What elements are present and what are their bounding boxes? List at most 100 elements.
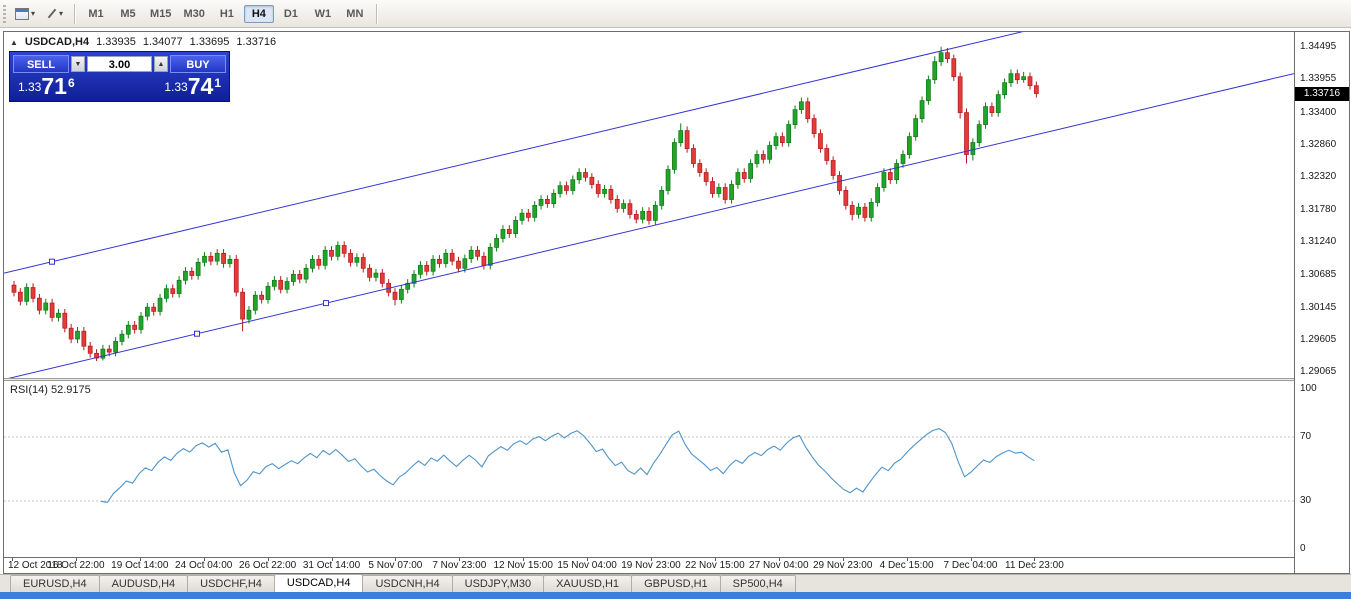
sell-price-big: 71 (41, 73, 67, 99)
time-scale-label: 12 Nov 15:00 (493, 560, 553, 571)
chart-tab-usdchf-h4[interactable]: USDCHF,H4 (187, 575, 275, 592)
chart-tab-eurusd-h4[interactable]: EURUSD,H4 (10, 575, 100, 592)
time-scale-label: 4 Dec 15:00 (879, 560, 934, 571)
ohlc-high: 1.34077 (142, 36, 183, 48)
timeframe-m30[interactable]: M30 (183, 7, 205, 20)
rsi-line (100, 428, 1035, 504)
chart-tab-usdcad-h4[interactable]: USDCAD,H4 (273, 574, 364, 592)
chart-tab-usdcnh-h4[interactable]: USDCNH,H4 (362, 575, 453, 592)
price-pane[interactable]: ▲ USDCAD,H4 1.33935 1.34077 1.33695 1.33… (4, 32, 1294, 378)
time-scale-label: 22 Nov 15:00 (685, 560, 745, 571)
chart-window-icon (15, 7, 29, 20)
time-axis-tick (970, 558, 972, 561)
toolbar-grip[interactable] (3, 4, 6, 23)
time-scale-label: 24 Oct 04:00 (175, 560, 233, 571)
time-axis-tick (714, 558, 716, 561)
time-axis[interactable]: 12 Oct 2018 16 Oct 22:00 19 Oct 14:00 24 Oc… (4, 557, 1294, 573)
timeframe-m15[interactable]: M15 (150, 7, 172, 20)
time-axis-tick (842, 558, 844, 561)
time-axis-tick (267, 558, 269, 561)
price-scale-label: 1.31240 (1300, 235, 1337, 247)
chart-tab-xauusd-h1[interactable]: XAUUSD,H1 (543, 575, 633, 592)
price-scale-label: 1.31780 (1300, 203, 1337, 215)
dropdown-caret-icon: ▾ (59, 8, 64, 18)
price-scale-label: 1.32320 (1300, 171, 1337, 183)
dropdown-caret-icon: ▾ (31, 8, 36, 18)
timeframe-d1[interactable]: D1 (283, 7, 298, 20)
trendline-handle[interactable] (323, 300, 329, 307)
sell-button[interactable]: SELL (13, 55, 69, 73)
buy-price[interactable]: 1.33 74 1 (164, 75, 221, 98)
price-scale-label: 1.34495 (1300, 41, 1337, 53)
sell-price-pip: 6 (67, 76, 75, 90)
time-scale-label: 27 Nov 04:00 (749, 560, 809, 571)
rsi-scale-label: 30 (1300, 495, 1312, 506)
symbol-name: USDCAD,H4 (24, 36, 90, 48)
ohlc-close: 1.33716 (236, 36, 277, 48)
rsi-scale-label: 100 (1300, 383, 1317, 394)
chart-tab-usdjpy-m30[interactable]: USDJPY,M30 (451, 575, 545, 592)
rsi-indicator-label: RSI(14) 52.9175 (10, 384, 91, 396)
time-axis-tick (75, 558, 77, 561)
chart-tab-sp500-h4[interactable]: SP500,H4 (719, 575, 796, 592)
time-scale-label: 31 Oct 14:00 (302, 560, 361, 571)
rsi-name: RSI(14) (10, 384, 48, 396)
time-scale-label: 19 Oct 14:00 (111, 560, 169, 571)
price-scale-label: 1.33955 (1300, 73, 1337, 85)
rsi-scale-label: 0 (1300, 543, 1306, 554)
price-scale-label: 1.29605 (1300, 333, 1337, 345)
rsi-pane[interactable]: RSI(14) 52.9175 (4, 381, 1294, 557)
buy-price-pip: 1 (214, 76, 221, 90)
draw-tools-button[interactable]: ▾ (42, 2, 68, 26)
time-axis-tick (12, 558, 13, 561)
time-axis-tick (587, 558, 589, 561)
time-axis-tick (523, 558, 525, 561)
trendline-handle[interactable] (49, 258, 55, 265)
chart-window-button[interactable]: ▾ (10, 2, 40, 26)
price-axis[interactable]: 1.34495 1.33955 1.33400 1.32860 1.32320 1.317… (1294, 32, 1349, 573)
timeframe-h4[interactable]: H4 (243, 4, 274, 23)
symbol-ohlc-header: ▲ USDCAD,H4 1.33935 1.34077 1.33695 1.33… (10, 36, 276, 48)
timeframe-m5[interactable]: M5 (120, 7, 136, 20)
trendline-handle[interactable] (194, 330, 200, 337)
time-axis-tick (395, 558, 397, 561)
time-axis-tick (459, 558, 461, 561)
timeframe-group: M1 M5 M15 M30 H1 H4 D1 W1 MN (80, 4, 371, 23)
rsi-value: 52.9175 (50, 384, 91, 396)
buy-price-prefix: 1.33 (164, 80, 188, 94)
time-axis-tick (331, 558, 333, 561)
timeframe-m1[interactable]: M1 (88, 7, 104, 20)
time-scale-label: 29 Nov 23:00 (812, 560, 873, 571)
price-scale-label: 1.30145 (1300, 301, 1337, 313)
candlestick-chart[interactable] (4, 32, 1294, 378)
volume-decrease-button[interactable]: ▼ (71, 56, 85, 72)
time-scale-label: 7 Nov 23:00 (432, 560, 487, 571)
ohlc-low: 1.33695 (189, 36, 230, 48)
buy-price-big: 74 (187, 73, 214, 99)
price-scale-label: 1.33400 (1300, 106, 1337, 118)
time-axis-tick (139, 558, 141, 561)
timeframe-h1[interactable]: H1 (219, 7, 234, 20)
time-axis-tick (1034, 558, 1036, 561)
volume-increase-button[interactable]: ▲ (154, 56, 168, 72)
rsi-scale-label: 70 (1300, 431, 1312, 442)
toolbar-separator (74, 3, 76, 24)
time-scale-label: 26 Oct 22:00 (238, 560, 297, 571)
chart-window: ▲ USDCAD,H4 1.33935 1.34077 1.33695 1.33… (3, 31, 1350, 574)
time-scale-label: 19 Nov 23:00 (621, 560, 681, 571)
time-axis-tick (203, 558, 205, 561)
buy-button[interactable]: BUY (170, 55, 226, 73)
pane-divider[interactable] (4, 378, 1349, 381)
chart-tab-gbpusd-h1[interactable]: GBPUSD,H1 (631, 575, 721, 592)
chart-tab-audusd-h4[interactable]: AUDUSD,H4 (98, 575, 189, 592)
trend-channel[interactable] (4, 32, 1294, 378)
price-scale-label: 1.30685 (1300, 269, 1337, 281)
price-scale-label: 1.32860 (1300, 138, 1337, 150)
timeframe-w1[interactable]: W1 (314, 7, 332, 20)
sell-price[interactable]: 1.33 71 6 (18, 75, 75, 98)
draw-tools-icon (47, 8, 57, 19)
time-scale-label: 12 Oct 2018 (8, 560, 63, 571)
timeframe-mn[interactable]: MN (346, 7, 364, 20)
volume-input[interactable]: 3.00 (87, 56, 152, 72)
time-scale-label: 11 Dec 23:00 (1005, 560, 1064, 571)
